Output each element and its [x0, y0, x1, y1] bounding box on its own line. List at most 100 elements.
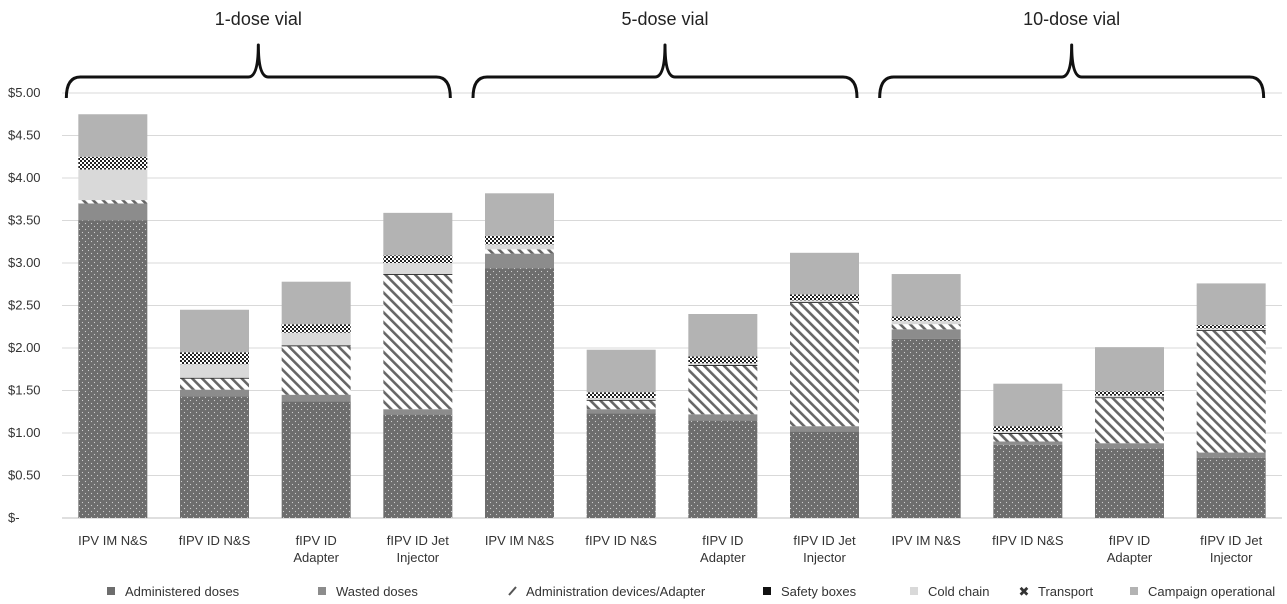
bar-segment-transport [688, 356, 758, 364]
bar-segment-wasted-doses [281, 394, 351, 402]
x-category-label-line: IPV IM N&S [891, 533, 961, 548]
bar-segment-transport [586, 392, 656, 399]
y-tick-label: $3.50 [8, 213, 41, 228]
bar-segment-administered-doses [180, 396, 249, 518]
legend-label: Safety boxes [781, 584, 857, 599]
bar-segment-administration-devices-adapter [790, 302, 859, 427]
bar-segment-campaign-operational [688, 314, 758, 357]
x-category-label-line: Adapter [293, 550, 339, 565]
bar-segment-cold-chain [78, 169, 148, 201]
x-category-label-line: Adapter [1107, 550, 1153, 565]
bar-segment-campaign-operational [1196, 283, 1266, 326]
bar-segment-transport [281, 324, 351, 333]
bar-segment-safety-boxes [688, 365, 758, 366]
bar-segment-safety-boxes [383, 274, 453, 275]
bar-segment-safety-boxes [993, 433, 1063, 434]
bar-segment-safety-boxes [1196, 330, 1266, 331]
legend-swatch-mark [107, 587, 115, 595]
bar-segment-administration-devices-adapter [281, 346, 351, 395]
bar-segment-administration-devices-adapter [180, 378, 249, 390]
legend-swatch [910, 587, 918, 595]
bar-segment-campaign-operational [281, 281, 351, 325]
legend-swatch [763, 587, 771, 595]
x-category-label: fIPV ID Jet Injector [1200, 533, 1263, 565]
bar-segment-cold-chain [993, 431, 1063, 433]
bar-segment-cold-chain [688, 363, 758, 365]
bar-segment-administration-devices-adapter [1095, 398, 1164, 444]
bar-segment-campaign-operational [586, 349, 656, 393]
x-category-label-line: IPV IM N&S [485, 533, 555, 548]
x-category-label-line: fIPV ID [702, 533, 743, 548]
bar-segment-wasted-doses [688, 414, 758, 421]
y-tick-label: $3.00 [8, 255, 41, 270]
bar-segment-transport [891, 316, 961, 321]
bar-segment-wasted-doses [1196, 452, 1266, 458]
group-label: 1-dose vial [215, 9, 302, 29]
bar-segment-administered-doses [1095, 448, 1164, 518]
bar-segment-transport [1095, 391, 1164, 396]
x-category-label: fIPV ID Adapter [293, 533, 339, 565]
bar-segment-safety-boxes [586, 399, 656, 401]
x-category-label-line: fIPV ID Jet [387, 533, 450, 548]
x-category-label-line: fIPV ID N&S [585, 533, 657, 548]
x-category-label-line: fIPV ID N&S [179, 533, 251, 548]
bar-segment-wasted-doses [485, 253, 554, 269]
bar-segment-campaign-operational [383, 212, 453, 256]
x-category-label: IPV IM N&S [485, 533, 555, 548]
bar-segment-administered-doses [586, 413, 656, 518]
bar-segment-safety-boxes [1095, 397, 1164, 399]
x-category-label: fIPV ID N&S [179, 533, 251, 548]
group-bracket [471, 43, 859, 99]
bar-segment-administration-devices-adapter [891, 324, 961, 330]
bar-segment-campaign-operational [891, 274, 961, 317]
bar-segment-administration-devices-adapter [688, 365, 758, 415]
x-category-label: fIPV ID Adapter [700, 533, 746, 565]
legend-label: Cold chain [928, 584, 989, 599]
y-tick-label: $2.50 [8, 298, 41, 313]
legend-label: Transport [1038, 584, 1094, 599]
y-tick-label: $4.00 [8, 170, 41, 185]
x-category-label-line: IPV IM N&S [78, 533, 148, 548]
legend-swatch-mark [508, 586, 517, 596]
bar-segment-campaign-operational [180, 309, 249, 353]
bar-segment-wasted-doses [891, 329, 961, 339]
bar-segment-cold-chain [485, 244, 554, 250]
bar-segment-wasted-doses [1095, 443, 1164, 449]
bar-segment-wasted-doses [180, 389, 249, 397]
bar-segment-administered-doses [688, 420, 758, 518]
bar-segment-cold-chain [281, 332, 351, 346]
group-label: 5-dose vial [621, 9, 708, 29]
x-category-label: fIPV ID N&S [585, 533, 657, 548]
x-category-label-line: fIPV ID [1109, 533, 1150, 548]
x-category-label-line: fIPV ID Jet [793, 533, 856, 548]
bar-segment-administration-devices-adapter [383, 274, 453, 410]
bar-segment-administered-doses [78, 220, 148, 518]
x-category-label-line: Injector [1210, 550, 1253, 565]
y-tick-label: $5.00 [8, 85, 41, 100]
bar-segment-cold-chain [180, 364, 249, 378]
x-category-label: fIPV ID Jet Injector [793, 533, 856, 565]
x-category-label-line: Injector [397, 550, 440, 565]
y-tick-label: $0.50 [8, 468, 41, 483]
legend-swatch [318, 587, 326, 595]
bar-segment-wasted-doses [383, 409, 453, 415]
bar-segment-administration-devices-adapter [1196, 331, 1266, 453]
bar-segment-administration-devices-adapter [586, 400, 656, 410]
bar-segment-campaign-operational [485, 193, 554, 236]
bar-segment-transport [790, 294, 859, 301]
bar-segment-transport [383, 255, 453, 263]
group-bracket [64, 43, 452, 99]
bar-segment-administered-doses [485, 268, 554, 518]
y-tick-label: $1.50 [8, 383, 41, 398]
legend-label: Wasted doses [336, 584, 418, 599]
bar-segment-administration-devices-adapter [485, 249, 554, 254]
legend-swatch-mark [1130, 587, 1138, 595]
legend-swatch: ✖ [1019, 584, 1030, 599]
legend-swatch [107, 587, 115, 595]
bar-segment-cold-chain [1095, 395, 1164, 398]
group-bracket [878, 43, 1266, 99]
bar-segment-administered-doses [281, 401, 351, 518]
legend-swatch-mark [910, 587, 918, 595]
bar-segment-administration-devices-adapter [78, 200, 148, 204]
bar-segment-transport [180, 352, 249, 365]
